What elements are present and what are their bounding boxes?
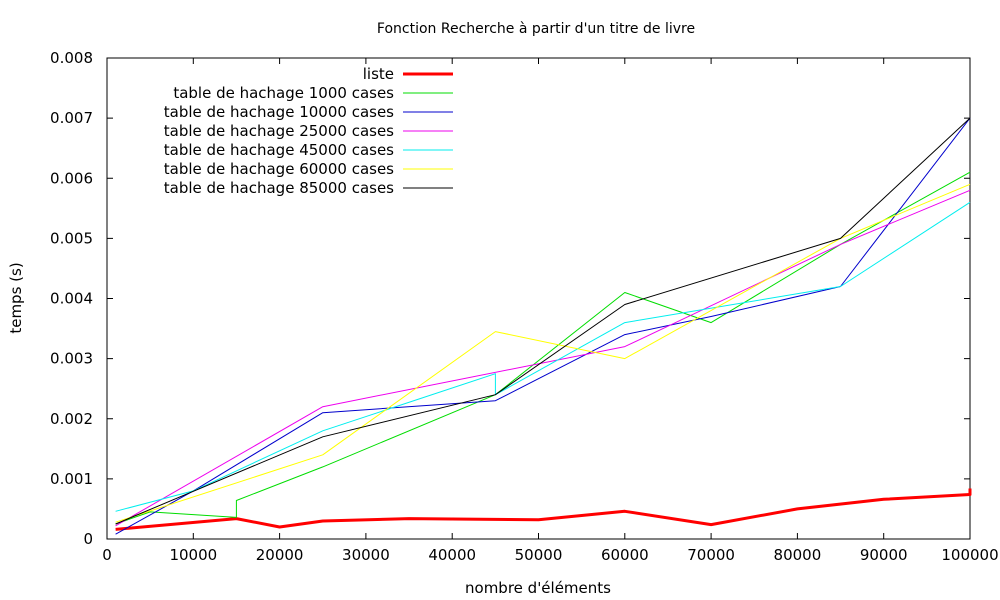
x-tick-label: 90000 bbox=[860, 546, 908, 564]
x-tick-label: 50000 bbox=[515, 546, 563, 564]
x-axis: 0 10000 20000 30000 40000 50000 60000 70000 8000… bbox=[102, 58, 999, 564]
legend-label-0: liste bbox=[363, 65, 394, 83]
series-line-4 bbox=[115, 201, 971, 512]
x-tick-label: 0 bbox=[102, 546, 112, 564]
x-tick-label: 30000 bbox=[342, 546, 390, 564]
y-tick-label: 0.003 bbox=[50, 350, 93, 368]
x-axis-label: nombre d'éléments bbox=[465, 579, 611, 597]
series-line-0 bbox=[115, 488, 972, 531]
y-tick-label: 0.002 bbox=[50, 410, 93, 428]
x-tick-label: 80000 bbox=[774, 546, 822, 564]
legend-label-2: table de hachage 10000 cases bbox=[164, 103, 394, 121]
x-tick-label: 10000 bbox=[169, 546, 217, 564]
series-line-6 bbox=[115, 117, 971, 525]
y-axis-label: temps (s) bbox=[7, 262, 25, 333]
legend-label-3: table de hachage 25000 cases bbox=[164, 122, 394, 140]
legend-label-1: table de hachage 1000 cases bbox=[173, 84, 394, 102]
y-tick-label: 0.007 bbox=[50, 109, 93, 127]
series-line-2 bbox=[115, 117, 971, 535]
x-tick-label: 40000 bbox=[428, 546, 476, 564]
legend-label-6: table de hachage 85000 cases bbox=[164, 179, 394, 197]
x-tick-label: 60000 bbox=[601, 546, 649, 564]
series-line-5 bbox=[115, 183, 971, 523]
series-line-3 bbox=[115, 189, 971, 527]
x-tick-label: 100000 bbox=[941, 546, 998, 564]
legend-label-5: table de hachage 60000 cases bbox=[164, 160, 394, 178]
chart-title: Fonction Recherche à partir d'un titre d… bbox=[377, 21, 695, 37]
series-lines bbox=[115, 117, 972, 535]
y-tick-label: 0.004 bbox=[50, 290, 93, 308]
series-line-1 bbox=[115, 171, 971, 525]
x-tick-label: 20000 bbox=[256, 546, 304, 564]
y-axis: 0 0.001 0.002 0.003 0.004 0.005 0.006 0.007 0.00… bbox=[50, 49, 970, 548]
x-tick-label: 70000 bbox=[687, 546, 735, 564]
y-tick-label: 0 bbox=[83, 530, 93, 548]
y-tick-label: 0.006 bbox=[50, 169, 93, 187]
y-tick-label: 0.005 bbox=[50, 229, 93, 247]
legend-label-4: table de hachage 45000 cases bbox=[164, 141, 394, 159]
y-tick-label: 0.008 bbox=[50, 49, 93, 67]
y-tick-label: 0.001 bbox=[50, 470, 93, 488]
